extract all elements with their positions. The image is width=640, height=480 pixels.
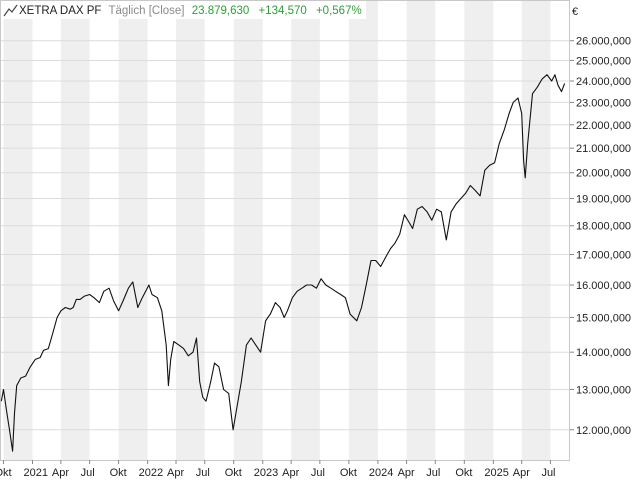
plot-frame	[0, 0, 570, 461]
x-tick-label: 2021	[23, 467, 47, 479]
currency-label: €	[572, 6, 578, 18]
y-tick-label: 26.000,000	[576, 36, 631, 48]
change-absolute: +134,570	[258, 5, 306, 17]
x-tick-label: Jul	[311, 467, 325, 479]
y-tick-label: 21.000,000	[576, 143, 631, 155]
x-tick-label: 2023	[254, 467, 278, 479]
y-tick-label: 13.000,000	[576, 384, 631, 396]
line-chart-icon	[3, 4, 18, 17]
y-tick-label: 14.000,000	[576, 347, 631, 359]
x-tick-label: Apr	[52, 467, 69, 479]
x-tick-label: Okt	[340, 467, 357, 479]
y-tick-label: 20.000,000	[576, 168, 631, 180]
y-tick-label: 16.000,000	[576, 280, 631, 292]
y-tick-label: 15.000,000	[576, 312, 631, 324]
y-axis-ticks: 12.000,000 13.000,000 14.000,000 15.000,000…	[570, 36, 631, 437]
price-series-line	[0, 74, 566, 452]
price-mode: Täglich [Close]	[108, 5, 184, 17]
x-tick-label: Jul	[426, 467, 440, 479]
x-tick-label: Okt	[110, 467, 127, 479]
svg-text:XETRA DAX PF Täglich [Cl: XETRA DAX PF Täglich [Close] 23.879,630 …	[19, 5, 362, 17]
quarter-band	[118, 0, 148, 460]
x-tick-label: Okt	[0, 467, 12, 479]
x-tick-label: Apr	[513, 467, 530, 479]
y-tick-label: 25.000,000	[576, 55, 631, 67]
y-tick-label: 23.000,000	[576, 97, 631, 109]
y-tick-label: 12.000,000	[576, 425, 631, 437]
last-price: 23.879,630	[192, 5, 250, 17]
x-tick-label: Jul	[81, 467, 95, 479]
x-tick-label: Jul	[541, 467, 555, 479]
x-tick-label: Apr	[398, 467, 415, 479]
x-tick-label: 2024	[369, 467, 393, 479]
x-tick-label: Apr	[282, 467, 299, 479]
quarter-band	[291, 0, 320, 460]
quarter-band	[521, 0, 551, 460]
quarter-band	[406, 0, 436, 460]
quarter-band	[233, 0, 263, 460]
quarter-band	[464, 0, 494, 460]
y-tick-label: 17.000,000	[576, 249, 631, 261]
x-tick-label: Apr	[167, 467, 184, 479]
y-tick-label: 24.000,000	[576, 76, 631, 88]
quarter-band	[348, 0, 378, 460]
header-background	[1, 1, 366, 19]
x-tick-label: 2025	[484, 467, 508, 479]
change-percent: +0,567%	[316, 5, 362, 17]
quarter-band	[3, 0, 33, 460]
y-tick-label: 22.000,000	[576, 120, 631, 132]
grid-lines	[0, 40, 570, 431]
chart-header: XETRA DAX PF Täglich [Close] 23.879,630 …	[1, 1, 366, 19]
x-tick-label: Okt	[455, 467, 472, 479]
x-tick-label: Jul	[196, 467, 210, 479]
x-tick-label: 2022	[139, 467, 163, 479]
y-tick-label: 19.000,000	[576, 194, 631, 206]
x-tick-label: Okt	[225, 467, 242, 479]
x-axis-ticks: Okt 2021 Apr Jul Okt 2022 Apr Jul Okt 2023 Apr Jul O…	[0, 460, 556, 479]
quarter-band	[176, 0, 205, 460]
instrument-name: XETRA DAX PF	[19, 5, 101, 17]
period-bands	[3, 0, 551, 460]
quarter-band	[60, 0, 90, 460]
y-tick-label: 18.000,000	[576, 221, 631, 233]
